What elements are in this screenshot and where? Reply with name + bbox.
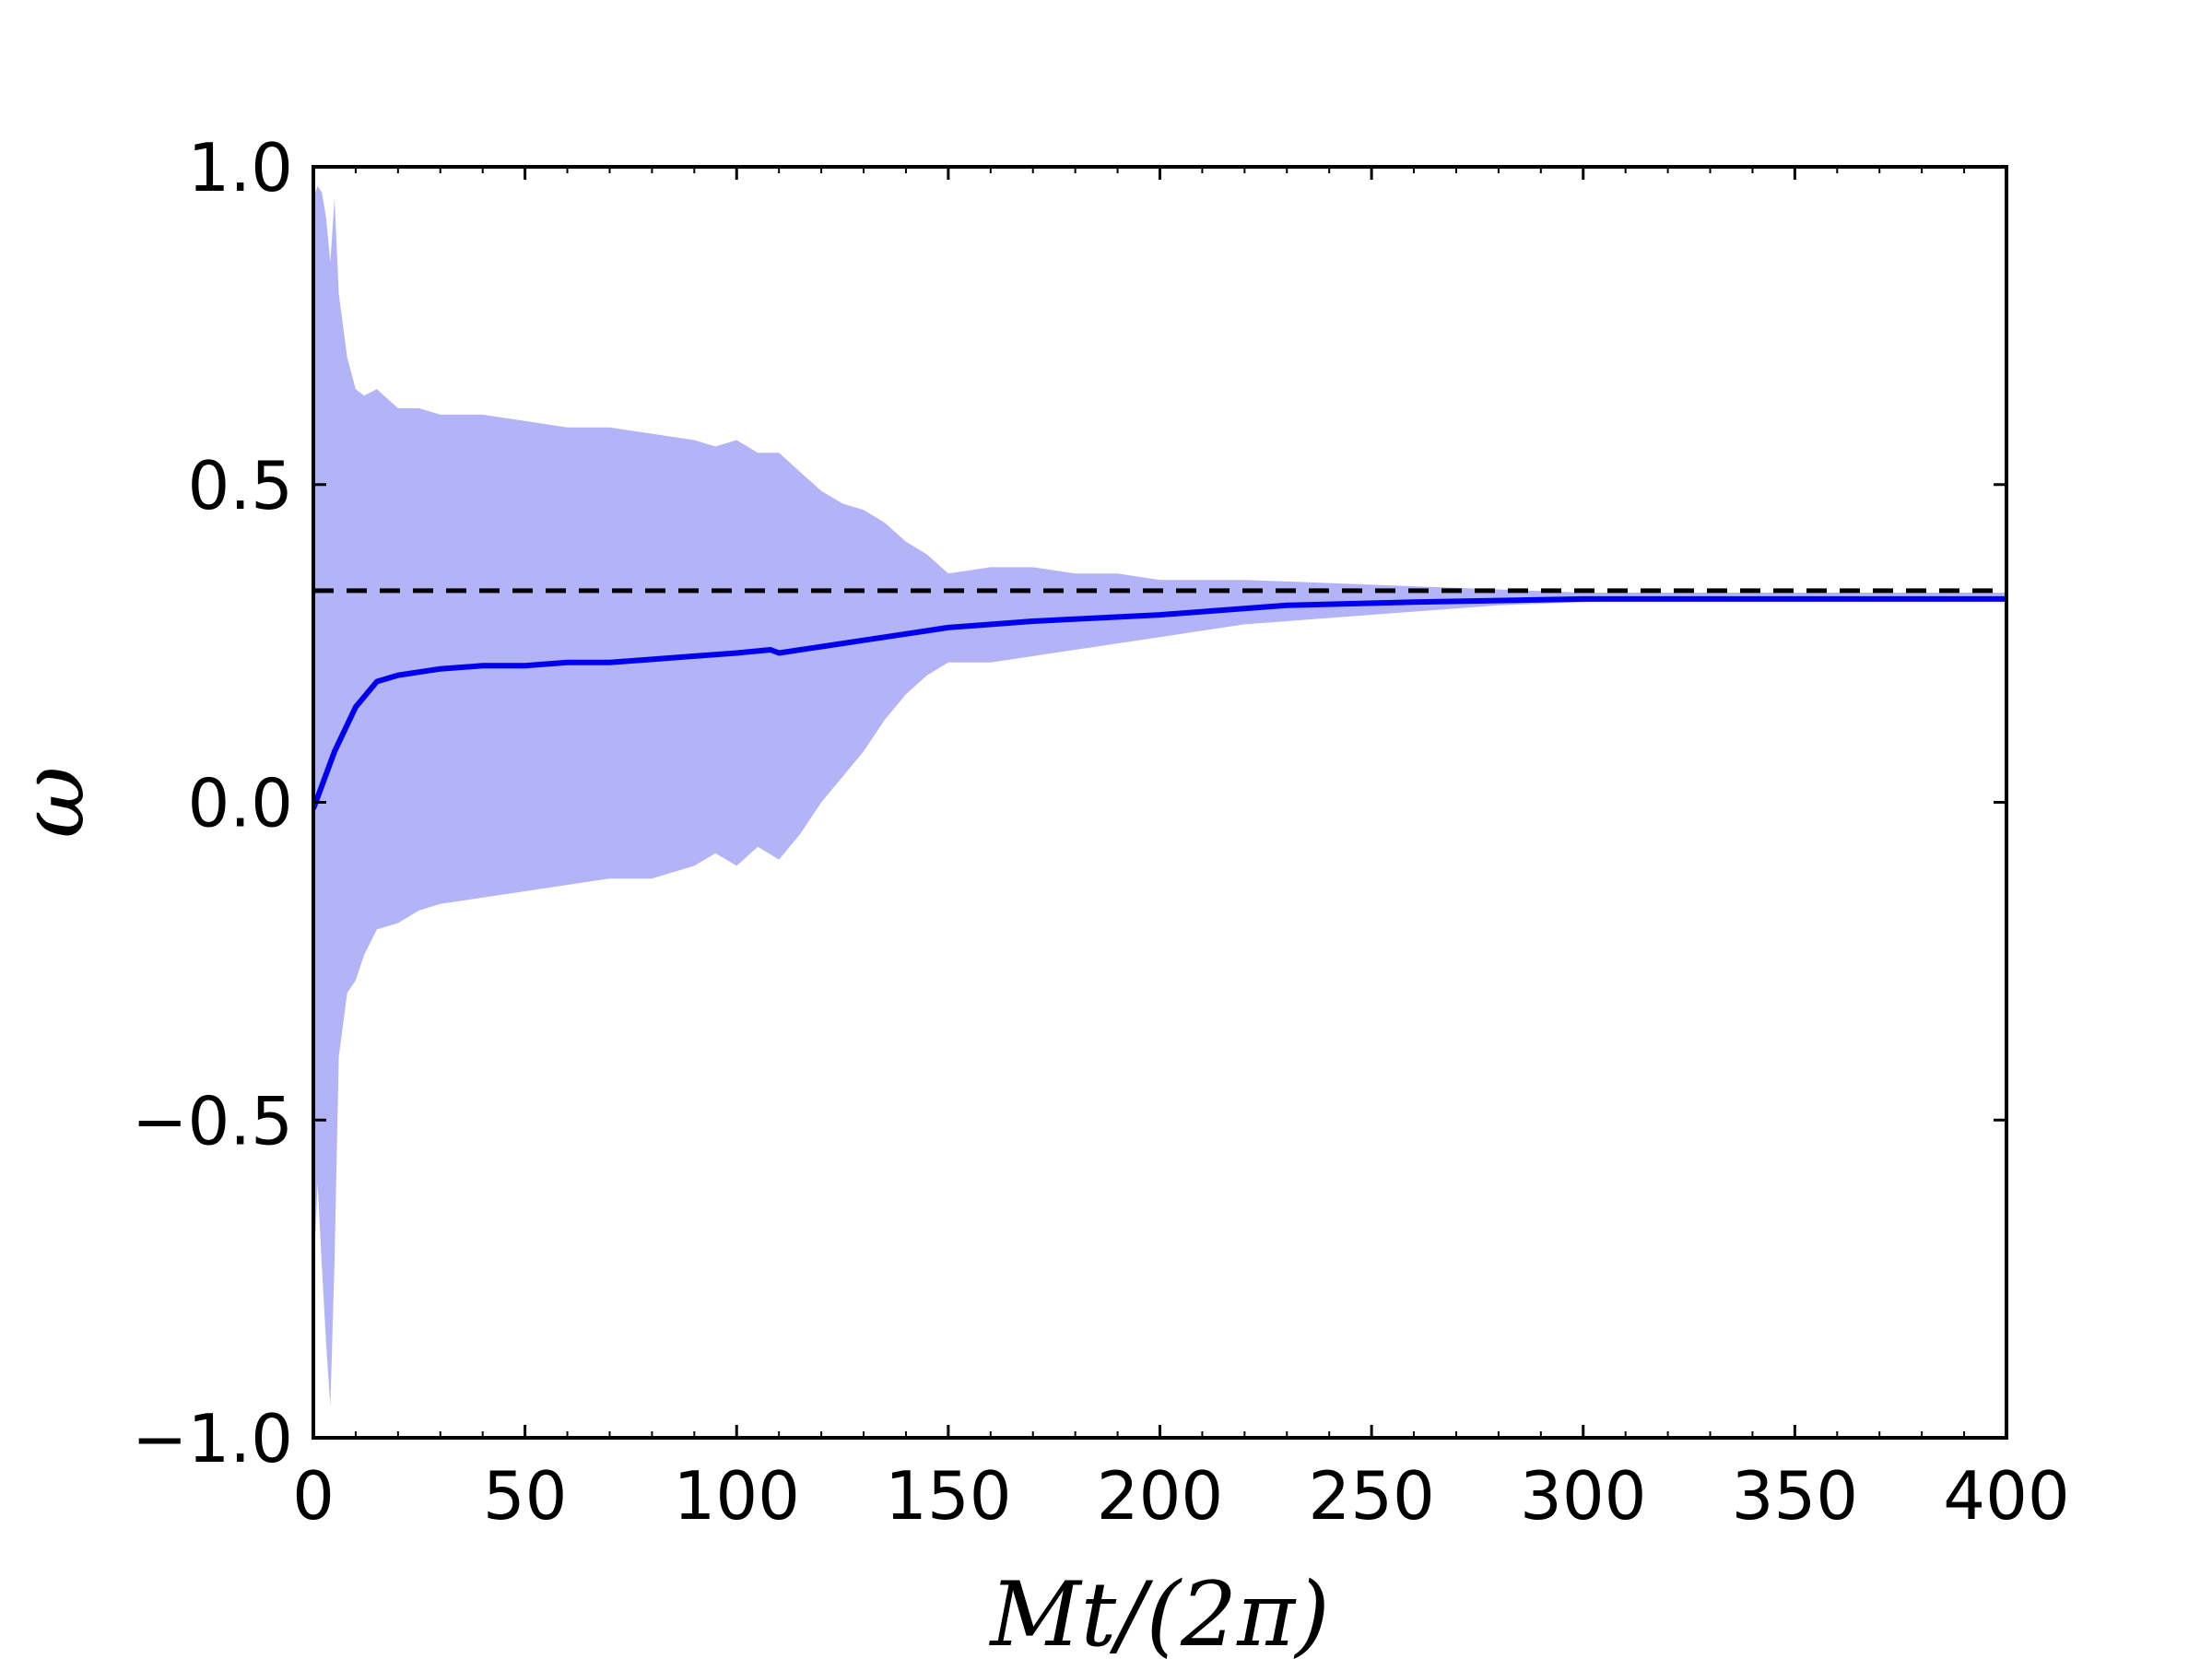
x-tick-label: 50 — [483, 1457, 568, 1535]
x-tick-label: 300 — [1520, 1457, 1646, 1535]
y-tick-label: 0.5 — [187, 447, 293, 524]
x-axis-label: Mt/(2π) — [988, 1563, 1329, 1659]
y-tick-label: −1.0 — [132, 1400, 293, 1477]
oscillation-band — [313, 185, 2006, 1406]
y-tick-label: 0.0 — [187, 765, 293, 842]
y-tick-label: 1.0 — [187, 129, 293, 206]
x-tick-label: 200 — [1097, 1457, 1223, 1535]
axis-ticks: 0 50 100 150 200 250 300 350 400 −1.0 −0.5 0.0 0.5 1.… — [132, 129, 2070, 1535]
x-tick-label: 250 — [1308, 1457, 1434, 1535]
plot-area — [313, 185, 2006, 1406]
x-tick-label: 350 — [1732, 1457, 1858, 1535]
x-tick-label: 0 — [292, 1457, 335, 1535]
y-tick-label: −0.5 — [132, 1082, 293, 1159]
y-axis-label: ω — [1, 766, 104, 838]
plot-data — [313, 185, 2006, 1406]
series-line-0 — [313, 595, 2006, 810]
x-tick-label: 400 — [1943, 1457, 2069, 1535]
x-tick-label: 150 — [885, 1457, 1011, 1535]
x-tick-label: 100 — [674, 1457, 800, 1535]
